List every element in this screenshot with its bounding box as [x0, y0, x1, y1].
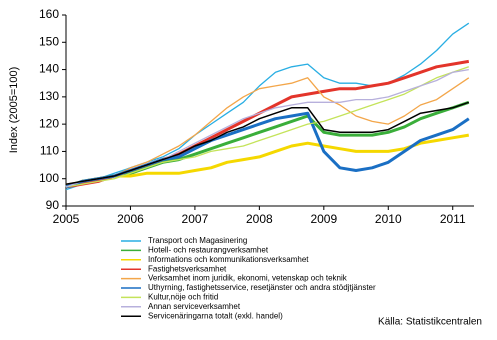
series-line	[65, 66, 470, 188]
y-tick-label: 160	[39, 7, 59, 21]
legend-label: Hotell- och restaurangverksamhet	[148, 246, 269, 255]
series-line	[65, 101, 470, 185]
legend-label: Fastighetsverksamhet	[148, 264, 227, 273]
legend-label: Transport och Magasinering	[148, 236, 247, 245]
source: Källa: Statistikcentralen	[378, 317, 482, 328]
x-tick-label: 2011	[440, 212, 466, 226]
x-tick-label: 2010	[375, 212, 402, 226]
legend-label: Uthyrning, fastighetsservice, resetjänst…	[148, 283, 376, 292]
legend-label: Annan serviceverksamhet	[148, 302, 241, 311]
x-tick-label: 2005	[53, 212, 80, 226]
series-line	[65, 133, 470, 189]
y-tick-label: 90	[46, 198, 60, 212]
y-tick-label: 120	[39, 116, 59, 130]
y-axis-label: Index (2005=100)	[8, 67, 20, 154]
legend-label: Kultur,nöje och fritid	[148, 293, 218, 302]
x-tick-label: 2008	[246, 212, 273, 226]
x-tick-label: 2006	[117, 212, 144, 226]
legend-label: Informations och kommunikationsverksamhe…	[148, 255, 309, 264]
x-tick-label: 2007	[182, 212, 209, 226]
series-line	[65, 77, 470, 185]
legend-label: Verksamhet inom juridik, ekonomi, vetens…	[148, 274, 348, 283]
legend-label: Servicenäringarna totalt (exkl. handel)	[148, 311, 283, 320]
y-tick-label: 150	[39, 34, 59, 48]
x-tick-label: 2009	[310, 212, 337, 226]
y-tick-label: 100	[39, 171, 59, 185]
y-tick-label: 110	[40, 144, 59, 158]
y-tick-label: 140	[39, 62, 59, 76]
y-tick-label: 130	[39, 89, 59, 103]
series-line	[65, 22, 470, 191]
